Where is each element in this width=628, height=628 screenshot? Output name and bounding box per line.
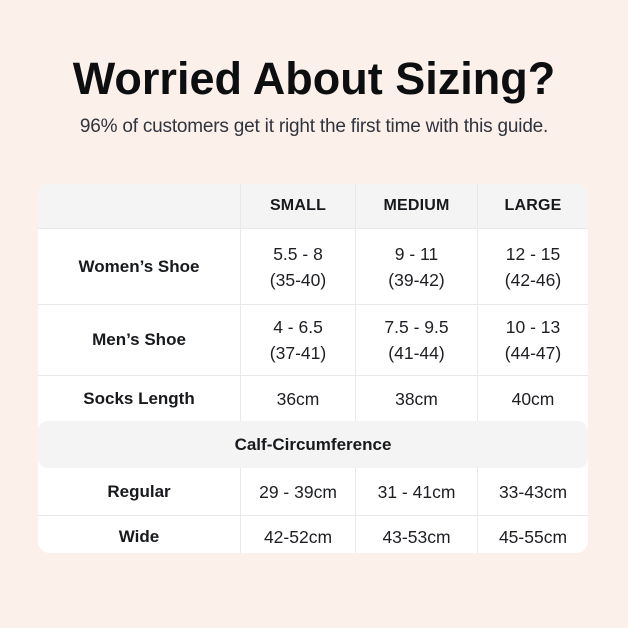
cell-socks-small: 36cm bbox=[240, 376, 355, 421]
row-label-wide: Wide bbox=[118, 526, 160, 546]
table-row-womens-shoe: Women’s Shoe 5.5 - 8 (35-40) 9 - 11 (39-… bbox=[38, 228, 588, 304]
cell-mens-medium: 7.5 - 9.5 (41-44) bbox=[355, 305, 477, 375]
row-label-socks-length: Socks Length bbox=[83, 388, 195, 408]
size-table-card: SMALL MEDIUM LARGE Women’s Shoe 5.5 - 8 … bbox=[38, 184, 588, 553]
page-subtitle: 96% of customers get it right the first … bbox=[79, 116, 549, 137]
cell-regular-small: 29 - 39cm bbox=[240, 468, 355, 515]
cell-wide-medium: 43-53cm bbox=[355, 516, 477, 553]
table-corner-cell bbox=[38, 184, 240, 228]
section-band-calf-circumference: Calf-Circumference bbox=[38, 421, 588, 468]
cell-socks-large: 40cm bbox=[477, 376, 588, 421]
cell-wide-large: 45-55cm bbox=[477, 516, 588, 553]
row-label-mens-shoe: Men’s Shoe bbox=[92, 330, 186, 349]
cell-regular-large: 33-43cm bbox=[477, 468, 588, 515]
table-row-regular: Regular 29 - 39cm 31 - 41cm 33-43cm bbox=[38, 468, 588, 515]
column-header-medium: MEDIUM bbox=[355, 184, 477, 228]
column-header-large: LARGE bbox=[477, 184, 588, 228]
row-label-womens-shoe: Women’s Shoe bbox=[78, 256, 200, 276]
cell-mens-large: 10 - 13 (44-47) bbox=[477, 305, 588, 375]
cell-socks-medium: 38cm bbox=[355, 376, 477, 421]
table-row-wide: Wide 42-52cm 43-53cm 45-55cm bbox=[38, 515, 588, 553]
cell-womens-large: 12 - 15 (42-46) bbox=[477, 229, 588, 304]
cell-wide-small: 42-52cm bbox=[240, 516, 355, 553]
table-row-socks-length: Socks Length 36cm 38cm 40cm bbox=[38, 375, 588, 421]
cell-regular-medium: 31 - 41cm bbox=[355, 468, 477, 515]
cell-womens-small: 5.5 - 8 (35-40) bbox=[240, 229, 355, 304]
table-header-row: SMALL MEDIUM LARGE bbox=[38, 184, 588, 228]
row-label-regular: Regular bbox=[107, 481, 171, 501]
cell-womens-medium: 9 - 11 (39-42) bbox=[355, 229, 477, 304]
table-row-mens-shoe: Men’s Shoe 4 - 6.5 (37-41) 7.5 - 9.5 (41… bbox=[38, 304, 588, 375]
cell-mens-small: 4 - 6.5 (37-41) bbox=[240, 305, 355, 375]
column-header-small: SMALL bbox=[240, 184, 355, 228]
page-title: Worried About Sizing? bbox=[72, 53, 556, 104]
